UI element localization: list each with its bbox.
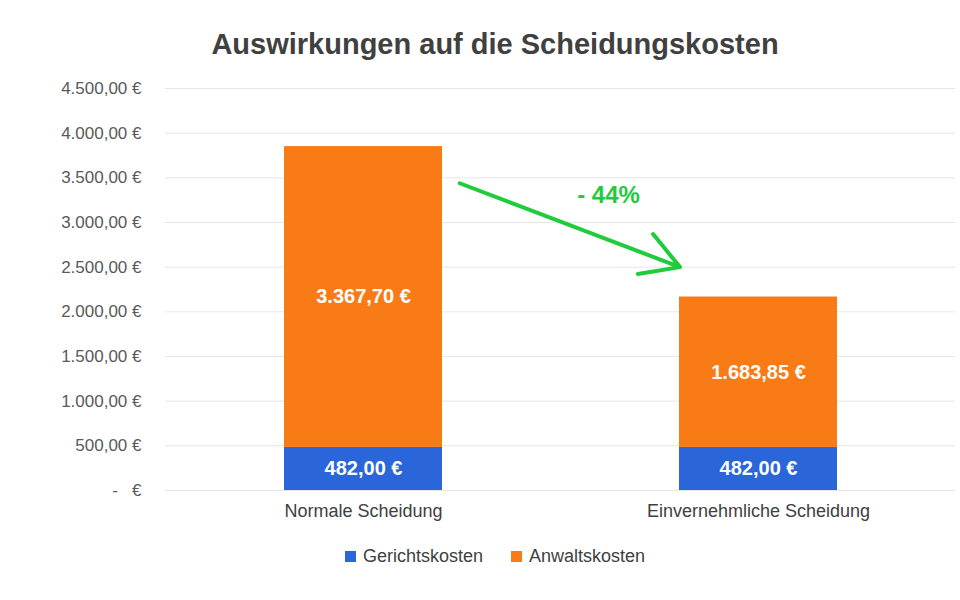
html-text:Auswirkungen auf die Scheidung: Auswirkungen auf die Scheidungskosten [211, 28, 779, 60]
svg-text:1.683,85 €: 1.683,85 € [711, 361, 806, 383]
svg-text:482,00 €: 482,00 € [720, 457, 798, 479]
svg-text:4.000,00 €: 4.000,00 € [61, 124, 142, 143]
svg-text:Einvernehmliche Scheidung: Einvernehmliche Scheidung [647, 501, 870, 521]
svg-text:2.000,00 €: 2.000,00 € [61, 302, 142, 321]
svg-text:- 44%: - 44% [577, 181, 640, 208]
svg-text:Normale Scheidung: Normale Scheidung [284, 501, 442, 521]
svg-text:1.000,00 €: 1.000,00 € [61, 392, 142, 411]
svg-text:2.500,00 €: 2.500,00 € [61, 258, 142, 277]
svg-text:- €: - € [112, 481, 142, 500]
svg-text:4.500,00 €: 4.500,00 € [61, 79, 142, 98]
svg-text:3.500,00 €: 3.500,00 € [61, 168, 142, 187]
html-text:Gerichtskosten: Gerichtskosten [362, 546, 483, 566]
svg-text:482,00 €: 482,00 € [325, 457, 403, 479]
svg-text:3.000,00 €: 3.000,00 € [61, 213, 142, 232]
svg-text:3.367,70 €: 3.367,70 € [316, 285, 411, 307]
svg-text:500,00 €: 500,00 € [75, 436, 142, 455]
html-text:Anwaltskosten: Anwaltskosten [529, 546, 646, 566]
svg-text:1.500,00 €: 1.500,00 € [61, 347, 142, 366]
